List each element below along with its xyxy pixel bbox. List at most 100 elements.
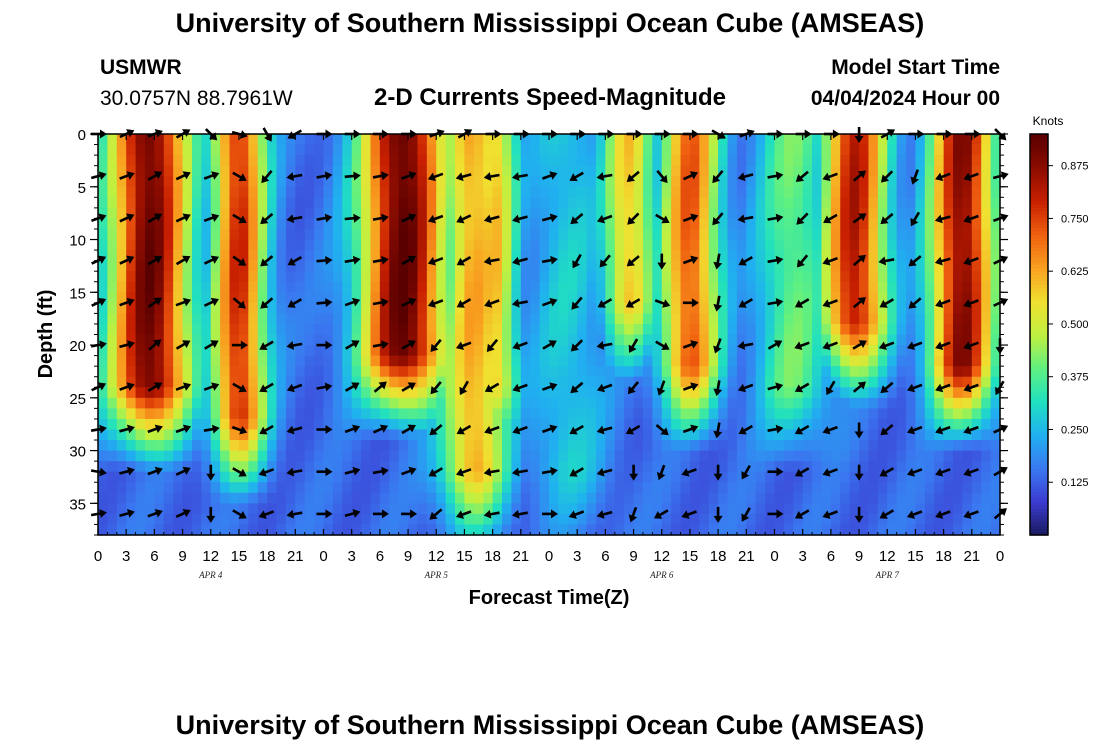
heat-cell bbox=[530, 186, 541, 198]
heat-cell bbox=[736, 144, 747, 156]
heat-cell bbox=[868, 134, 879, 146]
heat-cell bbox=[755, 524, 766, 536]
heat-cell bbox=[924, 228, 935, 241]
heat-cell bbox=[126, 176, 137, 188]
heat-cell bbox=[248, 366, 259, 378]
heat-cell bbox=[708, 418, 719, 431]
heat-cell bbox=[201, 387, 212, 399]
heat-cell bbox=[981, 355, 992, 367]
heat-cell bbox=[605, 461, 616, 473]
heat-cell bbox=[755, 366, 766, 378]
heat-cell bbox=[633, 155, 644, 167]
heat-cell bbox=[896, 503, 907, 515]
heat-cell bbox=[877, 513, 888, 526]
heat-cell bbox=[577, 228, 588, 241]
heat-cell bbox=[765, 323, 776, 336]
colorbar-segment bbox=[1030, 374, 1048, 379]
heat-cell bbox=[370, 397, 381, 409]
heat-cell bbox=[116, 513, 127, 526]
heat-cell bbox=[943, 218, 954, 230]
heat-cell bbox=[492, 366, 503, 378]
heat-cell bbox=[182, 144, 193, 156]
heat-cell bbox=[502, 313, 513, 325]
heat-cell bbox=[859, 429, 870, 441]
heat-cell bbox=[417, 313, 428, 325]
heat-cell bbox=[98, 397, 108, 409]
heat-cell bbox=[314, 197, 325, 209]
current-arrow bbox=[826, 380, 836, 396]
heat-cell bbox=[577, 366, 588, 378]
heat-cell bbox=[135, 239, 146, 251]
heat-cell bbox=[736, 250, 747, 262]
day-label: APR 4 bbox=[198, 570, 223, 580]
heat-cell bbox=[934, 450, 945, 462]
colorbar-segment bbox=[1030, 157, 1048, 162]
heat-cell bbox=[473, 513, 484, 526]
heat-cell bbox=[614, 492, 625, 504]
heat-cell bbox=[962, 155, 973, 167]
heat-cell bbox=[671, 461, 682, 473]
heat-cell bbox=[633, 387, 644, 399]
heat-cell bbox=[924, 207, 935, 220]
heat-cell bbox=[943, 197, 954, 209]
heat-cell bbox=[906, 450, 917, 462]
heat-cell bbox=[915, 228, 926, 241]
heat-cell bbox=[163, 355, 174, 367]
heat-cell bbox=[577, 471, 588, 483]
heat-cell bbox=[370, 513, 381, 526]
current-arrow bbox=[880, 424, 894, 436]
heat-cell bbox=[652, 482, 663, 494]
colorbar-segment bbox=[1030, 361, 1048, 366]
heat-cell bbox=[201, 471, 212, 483]
heat-cell bbox=[191, 482, 202, 494]
heat-cell bbox=[201, 513, 212, 526]
heat-cell bbox=[426, 302, 437, 314]
heat-cell bbox=[614, 186, 625, 198]
heat-cell bbox=[793, 513, 804, 526]
heat-cell bbox=[408, 450, 419, 462]
heat-cell bbox=[445, 239, 456, 251]
heat-cell bbox=[379, 271, 390, 283]
heat-cell bbox=[633, 440, 644, 452]
heat-cell bbox=[605, 292, 616, 304]
heat-cell bbox=[567, 397, 578, 409]
heat-cell bbox=[389, 281, 400, 293]
heat-cell bbox=[652, 471, 663, 483]
current-arrow bbox=[259, 424, 274, 435]
heat-cell bbox=[595, 250, 606, 262]
heat-cell bbox=[793, 387, 804, 399]
heat-cell bbox=[267, 323, 278, 336]
heat-cell bbox=[652, 503, 663, 515]
current-arrow bbox=[654, 299, 671, 308]
current-arrow bbox=[541, 382, 558, 391]
heat-cell bbox=[257, 134, 268, 146]
heat-cell bbox=[182, 461, 193, 473]
heat-cell bbox=[774, 387, 785, 399]
heat-cell bbox=[718, 397, 729, 409]
heat-cell bbox=[417, 239, 428, 251]
heat-cell bbox=[699, 482, 710, 494]
heat-cell bbox=[802, 144, 813, 156]
heat-cell bbox=[802, 503, 813, 515]
heat-cell bbox=[135, 302, 146, 314]
heat-cell bbox=[229, 345, 240, 357]
heat-cell bbox=[539, 524, 550, 536]
heat-cell bbox=[351, 281, 362, 293]
heat-cell bbox=[436, 144, 447, 156]
heat-cell bbox=[502, 429, 513, 441]
heat-cell bbox=[455, 302, 466, 314]
heat-cell bbox=[802, 524, 813, 536]
heat-cell bbox=[558, 366, 569, 378]
heat-cell bbox=[859, 482, 870, 494]
heat-cell bbox=[652, 429, 663, 441]
heat-cell bbox=[633, 207, 644, 220]
heat-cell bbox=[267, 144, 278, 156]
heat-cell bbox=[464, 292, 475, 304]
colorbar-segment bbox=[1030, 488, 1048, 493]
heat-cell bbox=[126, 492, 137, 504]
heat-cell bbox=[107, 239, 118, 251]
heat-cell bbox=[746, 271, 757, 283]
heat-cell bbox=[971, 440, 982, 452]
heat-cell bbox=[793, 186, 804, 198]
colorbar-segment bbox=[1030, 458, 1048, 463]
